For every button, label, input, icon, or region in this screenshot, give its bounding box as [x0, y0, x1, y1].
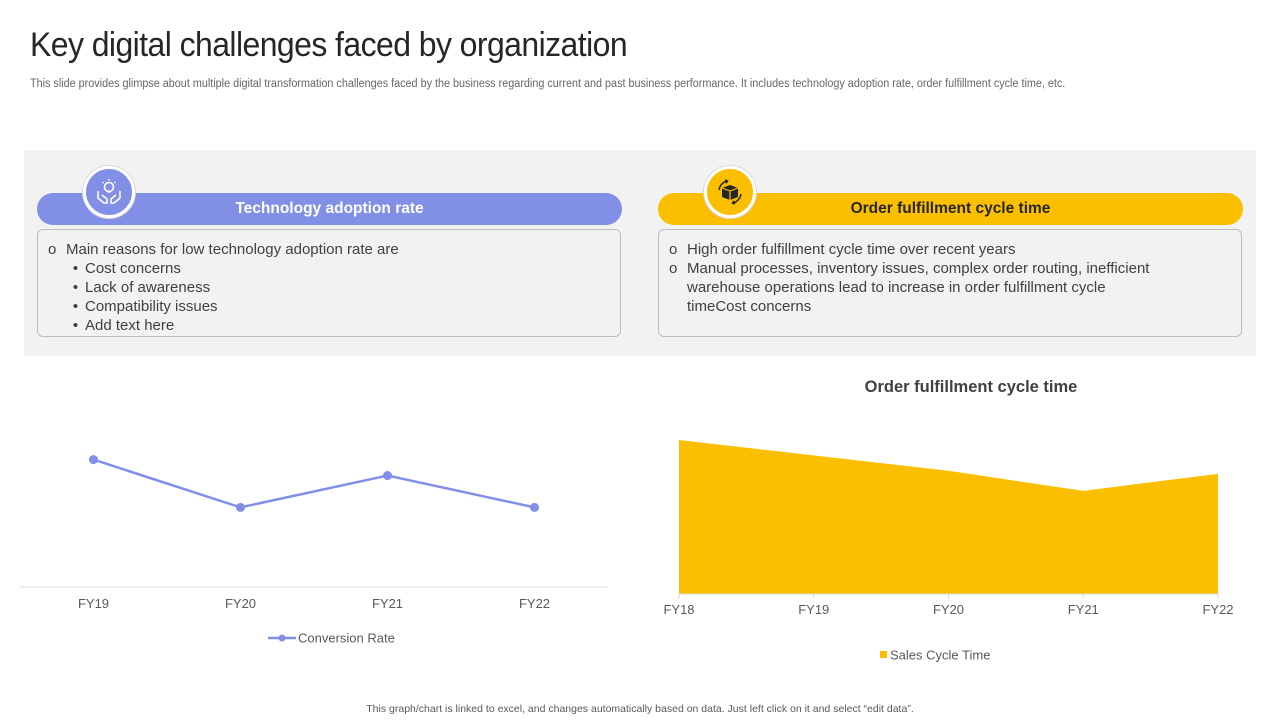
- data-point[interactable]: [383, 471, 392, 481]
- tech-adoption-heading: Technology adoption rate: [37, 193, 622, 225]
- list-item: o Main reasons for low technology adopti…: [48, 240, 608, 259]
- dot-bullet: •: [72, 279, 79, 296]
- page-title: Key digital challenges faced by organiza…: [30, 26, 628, 64]
- x-tick-label: FY22: [519, 596, 550, 611]
- x-tick-label: FY22: [1202, 602, 1233, 617]
- dot-bullet: •: [72, 298, 79, 315]
- x-tick-label: FY20: [933, 602, 964, 617]
- list-item-continuation: warehouse operations lead to increase in…: [669, 278, 1229, 297]
- legend-swatch: [880, 651, 887, 658]
- list-item: • Cost concerns: [48, 259, 608, 278]
- tech-adoption-details: o Main reasons for low technology adopti…: [37, 229, 621, 337]
- circle-bullet: o: [669, 241, 678, 258]
- sales-cycle-time-area[interactable]: [679, 440, 1218, 594]
- order-point-2-line-1: Manual processes, inventory issues, comp…: [687, 260, 1150, 277]
- dot-bullet: •: [72, 317, 79, 334]
- x-tick-label: FY19: [798, 602, 829, 617]
- list-item: o High order fulfillment cycle time over…: [669, 240, 1229, 259]
- order-point-1: High order fulfillment cycle time over r…: [687, 241, 1016, 258]
- legend-label: Sales Cycle Time: [890, 648, 990, 663]
- conversion-rate-line-chart[interactable]: FY19 FY20 FY21 FY22 Conversion Rate: [0, 360, 640, 680]
- circle-bullet: o: [669, 260, 678, 277]
- reason-item: Add text here: [85, 317, 175, 334]
- circle-bullet: o: [48, 241, 57, 258]
- x-tick-label: FY18: [663, 602, 694, 617]
- legend-marker: [278, 634, 286, 642]
- order-fulfillment-area-chart[interactable]: Order fulfillment cycle time FY18 FY19 FY20…: [640, 360, 1280, 680]
- x-tick-label: FY21: [372, 596, 403, 611]
- order-point-2-line-3: timeCost concerns: [687, 298, 812, 315]
- tech-adoption-lead: Main reasons for low technology adoption…: [66, 241, 399, 258]
- data-point[interactable]: [236, 502, 245, 512]
- x-tick-label: FY20: [225, 596, 256, 611]
- order-point-2-line-2: warehouse operations lead to increase in…: [687, 279, 1106, 296]
- footnote: This graph/chart is linked to excel, and…: [366, 703, 914, 715]
- list-item: • Add text here: [48, 316, 608, 335]
- x-tick-label: FY21: [1068, 602, 1099, 617]
- tech-adoption-heading-text: Technology adoption rate: [235, 200, 424, 217]
- page-subtitle: This slide provides glimpse about multip…: [30, 78, 1066, 90]
- box-cycle-icon: [704, 166, 756, 218]
- reason-item: Cost concerns: [85, 260, 181, 277]
- list-item: o Manual processes, inventory issues, co…: [669, 259, 1229, 278]
- conversion-rate-series-line[interactable]: [93, 458, 535, 509]
- chart-title: Order fulfillment cycle time: [865, 378, 1078, 396]
- order-fulfillment-heading: Order fulfillment cycle time: [658, 193, 1243, 225]
- x-tick-label: FY19: [78, 596, 109, 611]
- dot-bullet: •: [72, 260, 79, 277]
- list-item-continuation: timeCost concerns: [669, 297, 1229, 316]
- reason-item: Lack of awareness: [85, 279, 211, 296]
- reason-item: Compatibility issues: [85, 298, 218, 315]
- list-item: • Lack of awareness: [48, 278, 608, 297]
- order-fulfillment-details: o High order fulfillment cycle time over…: [658, 229, 1242, 337]
- order-fulfillment-heading-text: Order fulfillment cycle time: [850, 200, 1051, 217]
- legend-label: Conversion Rate: [298, 631, 395, 646]
- data-point[interactable]: [530, 502, 539, 512]
- data-point[interactable]: [89, 455, 98, 465]
- hands-lightbulb-icon: [83, 166, 135, 218]
- list-item: • Compatibility issues: [48, 297, 608, 316]
